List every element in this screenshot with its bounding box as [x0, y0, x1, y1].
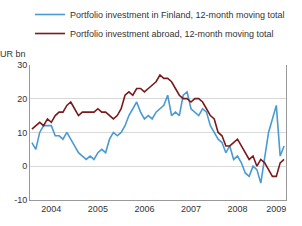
svg-text:20: 20 — [17, 94, 27, 104]
svg-text:-10: -10 — [14, 195, 27, 205]
svg-text:0: 0 — [22, 161, 27, 171]
svg-text:10: 10 — [17, 128, 27, 138]
svg-text:Portfolio investment in Finlan: Portfolio investment in Finland, 12-mont… — [70, 10, 285, 20]
svg-text:Portfolio investment abroad, 1: Portfolio investment abroad, 12-month mo… — [70, 29, 274, 39]
svg-text:2008: 2008 — [228, 204, 248, 214]
svg-text:EUR bn: EUR bn — [0, 49, 26, 59]
svg-text:2006: 2006 — [134, 204, 154, 214]
svg-text:2004: 2004 — [41, 204, 61, 214]
svg-text:2007: 2007 — [181, 204, 201, 214]
svg-text:30: 30 — [17, 60, 27, 70]
svg-text:2009: 2009 — [266, 204, 286, 214]
svg-text:2005: 2005 — [88, 204, 108, 214]
